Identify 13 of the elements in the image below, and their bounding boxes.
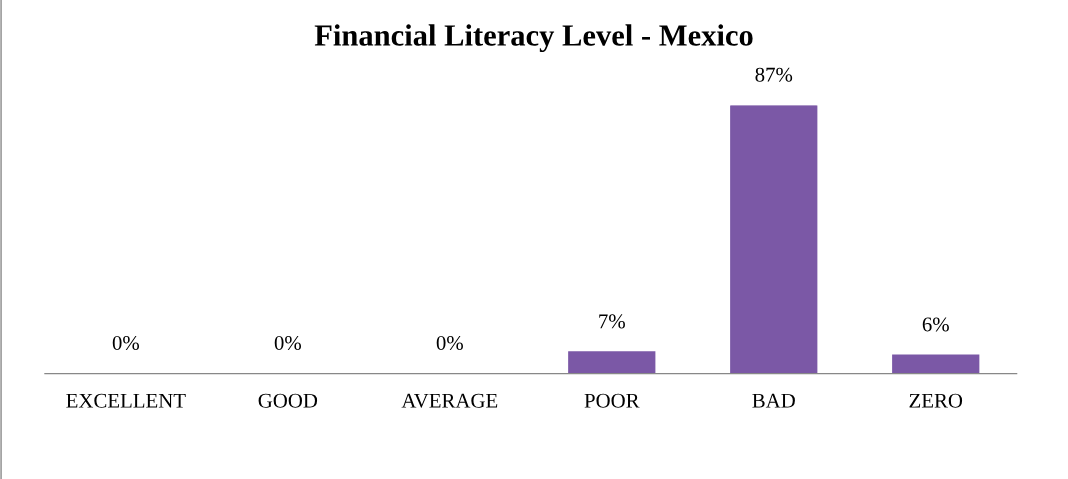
data-label: 0% — [274, 335, 301, 351]
x-tick-label: POOR — [584, 393, 640, 408]
data-label: 87% — [755, 67, 793, 82]
data-label: 0% — [112, 335, 140, 351]
x-tick-label: BAD — [752, 393, 795, 408]
x-tick-label: AVERAGE — [401, 393, 498, 408]
x-tick-label: EXCELLENT — [66, 393, 186, 408]
data-label: 7% — [599, 314, 625, 329]
chart-title: Financial Literacy Level - Mexico — [314, 24, 753, 53]
data-label: 0% — [436, 335, 463, 351]
x-tick-label: GOOD — [258, 393, 318, 408]
data-label: 6% — [922, 317, 949, 332]
x-tick-label: ZERO — [909, 393, 963, 408]
